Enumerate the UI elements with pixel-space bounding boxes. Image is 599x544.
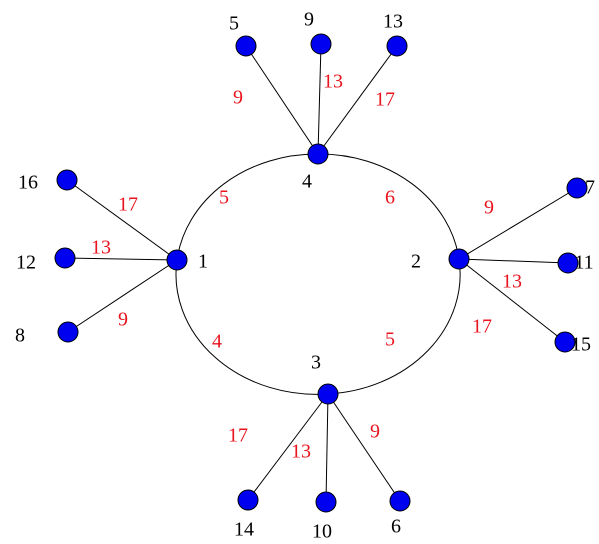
edge-label: 4 [212,331,222,353]
edge [458,187,578,260]
edge-label: 17 [472,316,492,338]
node [448,248,470,270]
edge-label: 6 [385,187,395,209]
node [386,35,408,57]
node [54,247,76,269]
edge [67,259,178,333]
edge-label: 5 [385,329,395,351]
edge-label: 5 [219,187,229,209]
cycle-edge [327,258,461,395]
edge [317,43,322,155]
edge-label: 9 [118,309,128,331]
node-label: 15 [571,334,591,356]
edge-label: 9 [233,87,243,109]
node [235,35,257,57]
node [557,252,579,274]
edge-label: 13 [502,271,522,293]
edge-label: 9 [370,421,380,443]
edge [458,258,566,343]
cycle-edge [175,259,329,395]
edge [66,179,178,261]
edge [458,258,569,264]
node-label: 9 [304,9,314,31]
cycle-edge [176,153,319,261]
cycle-edge [317,153,460,260]
edge-label: 17 [228,425,248,447]
node-label: 3 [311,352,321,374]
edge [325,393,329,503]
node-label: 12 [16,252,36,274]
node [389,490,411,512]
node-label: 16 [18,172,38,194]
node [57,321,79,343]
node [56,169,78,191]
edge [327,393,401,502]
node-label: 5 [229,13,239,35]
node [554,331,576,353]
node [166,249,188,271]
node [566,177,588,199]
node-label: 4 [302,171,312,193]
node [310,33,332,55]
node [307,143,329,165]
node-label: 11 [574,252,593,274]
edge-label: 13 [291,441,311,463]
node-label: 10 [312,521,332,543]
edge-label: 9 [484,197,494,219]
edge-label: 13 [323,71,343,93]
node-label: 2 [411,251,421,273]
node-label: 7 [585,177,595,199]
edge [317,45,398,155]
node-label: 13 [383,11,403,33]
edge-label: 17 [375,89,395,111]
node [315,491,337,513]
node-label: 6 [391,516,401,538]
edge [64,257,178,261]
node [237,489,259,511]
node [317,383,339,405]
edge-label: 17 [118,194,138,216]
node-label: 1 [198,251,208,273]
edge [247,393,329,501]
node-label: 8 [15,325,25,347]
node-label: 14 [234,519,254,541]
edge-label: 13 [91,237,111,259]
edge [245,45,319,155]
